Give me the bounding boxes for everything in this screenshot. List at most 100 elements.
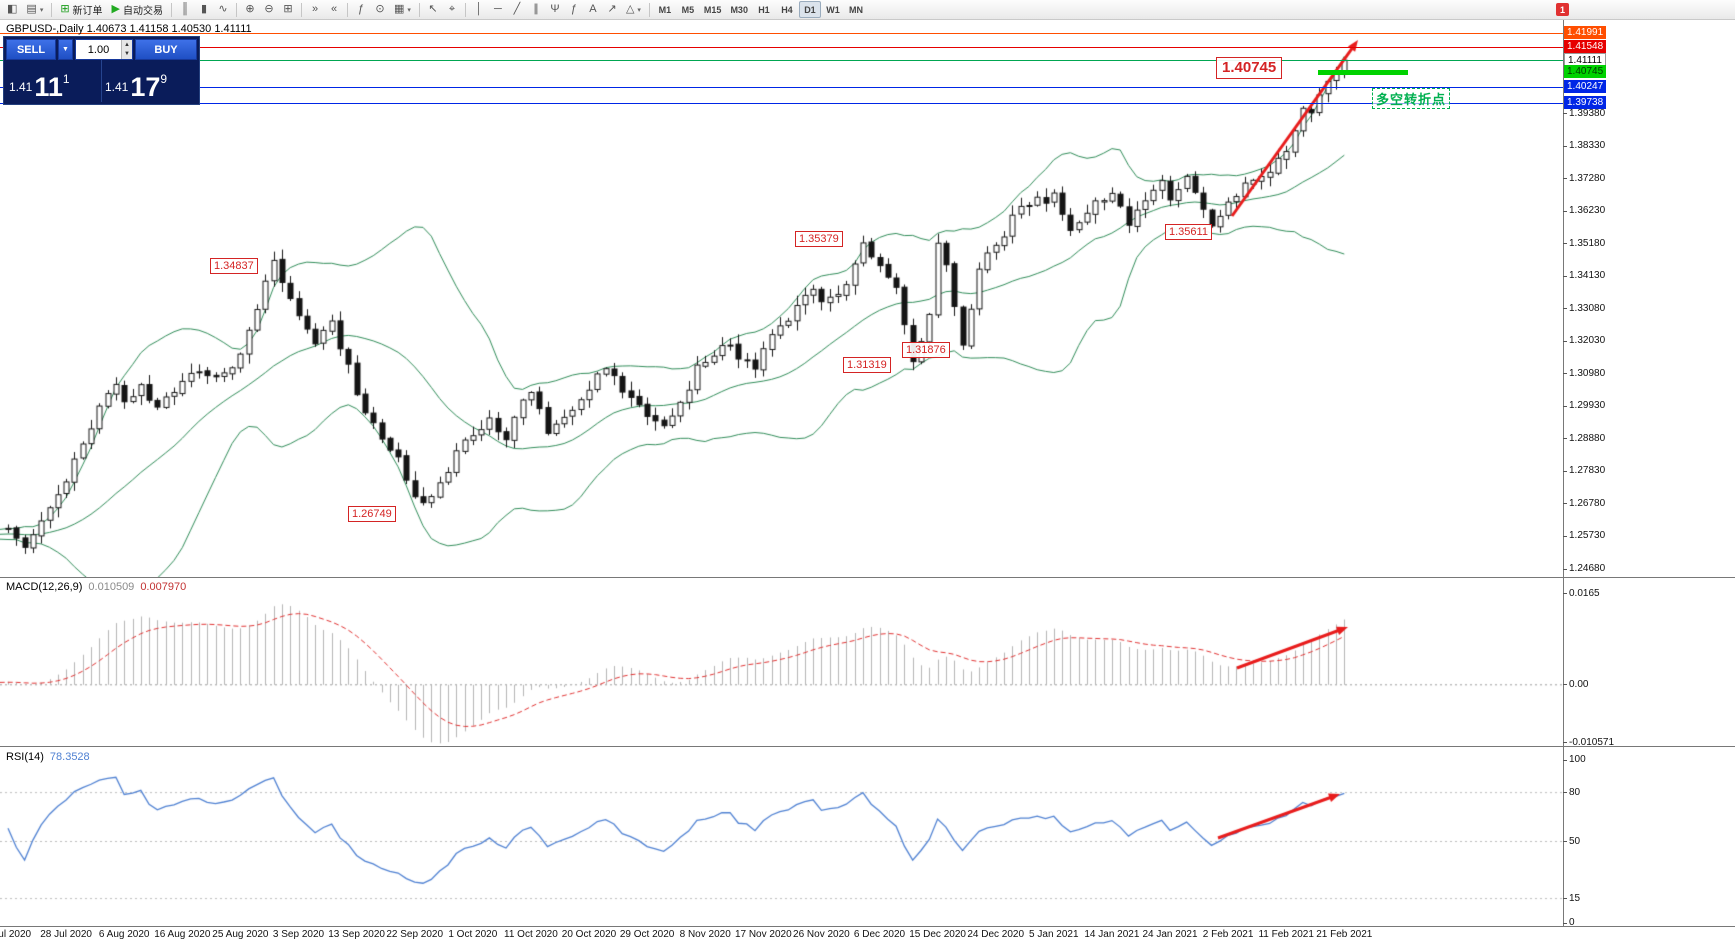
buy-price-display[interactable]: 1.41 17 9 (102, 60, 197, 102)
trendline-button[interactable]: ╱ (508, 1, 526, 18)
volume-input[interactable]: 1.00 ▲ ▼ (75, 39, 133, 60)
timeframe-h1-button[interactable]: H1 (758, 4, 770, 15)
templates-icon: ▦ (394, 3, 405, 15)
trendline-icon: ╱ (513, 3, 521, 15)
rsi-value: 78.3528 (49, 751, 90, 763)
toolbar-separator (301, 2, 303, 17)
crosshair-button[interactable]: ⌖ (443, 1, 461, 18)
buy-price-prefix: 1.41 (105, 80, 129, 94)
cycles-button[interactable]: ⊙ (371, 1, 389, 18)
price-annotation[interactable]: 1.35611 (1165, 224, 1212, 240)
new-chart-button[interactable]: ◧ (3, 1, 21, 18)
sell-button[interactable]: SELL (6, 39, 56, 60)
new-order-button[interactable]: ⊞ 新订单 (56, 1, 106, 18)
price-annotation[interactable]: 1.31876 (902, 342, 950, 358)
arrow-tool-icon: ↗ (607, 3, 617, 15)
order-type-dropdown[interactable]: ▼ (58, 39, 73, 60)
one-click-trading-panel: SELL ▼ 1.00 ▲ ▼ BUY 1.41 11 1 (3, 36, 200, 105)
alert-badge[interactable]: 1 (1556, 3, 1569, 16)
chart-window: 1.39380 1.38330 1.37280 1.36230 1.35180 1.341… (0, 20, 1735, 946)
price-divider (101, 60, 102, 102)
tile-windows-button[interactable]: ⊞ (279, 1, 297, 18)
buy-price-pip: 9 (160, 72, 168, 86)
fibonacci-icon: ƒ (570, 3, 577, 15)
vertical-line-button[interactable]: │ (470, 1, 488, 18)
chart-shift-button[interactable]: « (325, 1, 343, 18)
auto-trading-label: 自动交易 (123, 6, 164, 17)
toolbar-separator (648, 2, 650, 17)
line-chart-button[interactable]: ∿ (214, 1, 232, 18)
sell-price-pip: 1 (62, 72, 70, 86)
buy-button[interactable]: BUY (135, 39, 197, 60)
sell-price-prefix: 1.41 (9, 80, 33, 94)
zoom-in-button[interactable]: ⊕ (241, 1, 259, 18)
panel-separator[interactable] (0, 577, 1735, 578)
new-order-label: 新订单 (72, 6, 103, 17)
timeframe-m1-button[interactable]: M1 (658, 4, 672, 15)
equidistant-channel-button[interactable]: ∥ (527, 1, 545, 18)
cursor-button[interactable]: ↖ (424, 1, 442, 18)
sell-price-display[interactable]: 1.41 11 1 (6, 60, 101, 102)
volume-down-button[interactable]: ▼ (121, 49, 132, 59)
auto-trading-button[interactable]: ▶ 自动交易 (108, 1, 167, 18)
time-axis[interactable] (0, 926, 1735, 946)
timeframe-d1-button[interactable]: D1 (798, 1, 821, 18)
toolbar-separator (418, 2, 420, 17)
timeframe-w1-button[interactable]: W1 (826, 4, 840, 15)
volume-up-button[interactable]: ▲ (121, 40, 132, 50)
vertical-line-icon: │ (475, 3, 483, 15)
tile-windows-icon: ⊞ (283, 3, 293, 15)
zoom-out-icon: ⊖ (264, 3, 274, 15)
horizontal-line-button[interactable]: ─ (489, 1, 507, 18)
price-annotation[interactable]: 1.26749 (348, 506, 396, 522)
templates-button[interactable]: ▦ ▾ (390, 1, 415, 18)
timeframe-h4-button[interactable]: H4 (781, 4, 793, 15)
cycles-icon: ⊙ (375, 3, 385, 15)
price-axis[interactable] (1563, 20, 1735, 926)
chart-shift-icon: « (330, 3, 338, 15)
timeframe-m5-button[interactable]: M5 (681, 4, 695, 15)
shapes-caret-icon: ▾ (637, 6, 641, 14)
rsi-header: RSI(14) 78.3528 (6, 751, 90, 763)
toolbar-separator (51, 2, 53, 17)
panel-separator[interactable] (0, 746, 1735, 747)
macd-signal-value: 0.007970 (140, 581, 187, 593)
new-chart-icon: ◧ (7, 3, 18, 15)
price-annotation[interactable]: 1.34837 (210, 258, 258, 274)
key-price-annotation[interactable]: 1.40745 (1216, 57, 1283, 79)
andrews-pitchfork-button[interactable]: Ψ (546, 1, 564, 18)
profiles-button[interactable]: ▤ ▾ (22, 1, 47, 18)
buy-price-big: 17 (130, 72, 161, 103)
rsi-label: RSI(14) (6, 751, 44, 763)
toolbar-separator (236, 2, 238, 17)
bar-chart-button[interactable]: ║ (176, 1, 194, 18)
candlestick-chart-button[interactable]: ▮ (195, 1, 213, 18)
macd-panel-canvas[interactable] (0, 578, 1563, 746)
main-chart-canvas[interactable] (0, 20, 1563, 577)
chinese-note-label[interactable]: 多空转折点 (1372, 88, 1451, 109)
macd-main-value: 0.010509 (88, 581, 135, 593)
shapes-button[interactable]: △ ▾ (622, 1, 645, 18)
text-label-button[interactable]: A (584, 1, 602, 18)
insert-indicator-button[interactable]: ƒ (352, 1, 370, 18)
profiles-icon: ▤ (26, 3, 37, 15)
toolbar-separator (171, 2, 173, 17)
new-order-icon: ⊞ (60, 3, 70, 15)
candlestick-chart-icon: ▮ (200, 3, 208, 15)
fibonacci-button[interactable]: ƒ (565, 1, 583, 18)
rsi-panel-canvas[interactable] (0, 748, 1563, 926)
timeframe-mn-button[interactable]: MN (848, 4, 863, 15)
panel-separator (0, 926, 1735, 927)
templates-caret-icon: ▾ (407, 6, 411, 14)
arrow-tool-button[interactable]: ↗ (603, 1, 621, 18)
price-annotation[interactable]: 1.31319 (843, 357, 891, 373)
auto-scroll-button[interactable]: » (306, 1, 324, 18)
price-annotation[interactable]: 1.35379 (795, 231, 843, 247)
timeframe-m15-button[interactable]: M15 (703, 4, 722, 15)
volume-value[interactable]: 1.00 (87, 43, 110, 56)
equidistant-channel-icon: ∥ (533, 3, 539, 15)
zoom-in-icon: ⊕ (245, 3, 255, 15)
zoom-out-button[interactable]: ⊖ (260, 1, 278, 18)
timeframe-m30-button[interactable]: M30 (730, 4, 748, 15)
